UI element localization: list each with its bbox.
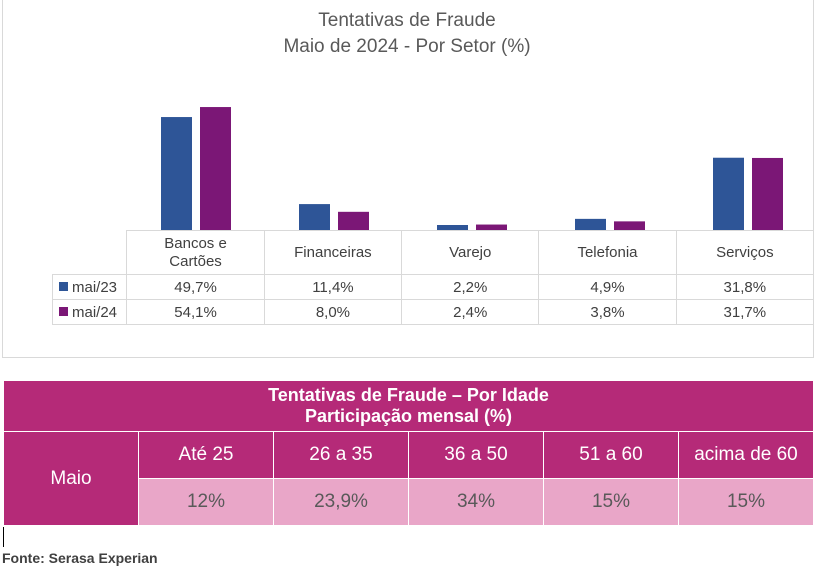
category-label-line: Cartões — [169, 252, 222, 270]
bar-mai-23 — [437, 225, 468, 230]
data-label: 31,7% — [675, 299, 814, 325]
category-label: Serviços — [675, 230, 814, 275]
data-label: 49,7% — [126, 274, 265, 300]
legend-label: mai/23 — [72, 278, 118, 296]
legend-label: mai/24 — [72, 303, 118, 321]
age-title-line2: Participação mensal (%) — [304, 406, 513, 426]
data-label: 4,9% — [538, 274, 677, 300]
category-label: Varejo — [401, 230, 540, 275]
age-header: Até 25 — [138, 431, 274, 479]
bar-mai-23 — [161, 117, 192, 230]
category-label-line: Serviços — [716, 243, 774, 261]
data-label: 31,8% — [675, 274, 814, 300]
bar-mai-23 — [299, 204, 330, 230]
data-label: 11,4% — [263, 274, 403, 300]
age-value: 15% — [543, 478, 679, 526]
age-header: 36 a 50 — [408, 431, 544, 479]
bar-mai-23 — [575, 218, 606, 230]
data-label: 8,0% — [263, 299, 403, 325]
age-header: 51 a 60 — [543, 431, 679, 479]
age-value: 34% — [408, 478, 544, 526]
legend-swatch — [59, 306, 68, 316]
data-label: 54,1% — [126, 299, 265, 325]
age-value: 15% — [678, 478, 814, 526]
category-label-line: Financeiras — [294, 243, 372, 261]
chart-subtitle: Maio de 2024 - Por Setor (%) — [283, 36, 531, 57]
age-table: Tentativas de Fraude – Por Idade Partici… — [3, 380, 814, 526]
category-label: Bancos e Cartões — [126, 230, 265, 275]
bar-mai-24 — [200, 107, 231, 230]
age-row-label: Maio — [3, 431, 139, 526]
age-title-line1: Tentativas de Fraude – Por Idade — [268, 385, 549, 405]
data-label: 2,2% — [401, 274, 540, 300]
age-value: 12% — [138, 478, 274, 526]
sector-data-table: Bancos e Cartões Financeiras Varejo Telefoni… — [51, 230, 814, 325]
bar-plot — [161, 107, 783, 230]
category-label-line: Telefonia — [577, 243, 638, 261]
bar-mai-23 — [713, 157, 744, 230]
bar-mai-24 — [752, 157, 783, 230]
bar-mai-24 — [476, 224, 507, 230]
legend-entry: mai/24 — [51, 299, 128, 325]
legend-swatch — [59, 281, 68, 291]
data-label: 2,4% — [401, 299, 540, 325]
category-label: Financeiras — [263, 230, 403, 275]
legend-entry: mai/23 — [51, 274, 128, 300]
age-value: 23,9% — [273, 478, 409, 526]
bar-mai-24 — [614, 221, 645, 230]
text-cursor — [3, 527, 4, 547]
data-label: 3,8% — [538, 299, 677, 325]
chart-title: Tentativas de Fraude — [318, 10, 496, 31]
age-header: acima de 60 — [678, 431, 814, 479]
age-table-title: Tentativas de Fraude – Por Idade Partici… — [3, 380, 814, 432]
category-label-line: Varejo — [449, 243, 492, 261]
bar-mai-24 — [338, 211, 369, 230]
category-label: Telefonia — [538, 230, 677, 275]
category-label-line: Bancos e — [164, 234, 227, 252]
source-note: Fonte: Serasa Experian — [2, 550, 158, 566]
table-corner — [53, 231, 127, 275]
age-header: 26 a 35 — [273, 431, 409, 479]
